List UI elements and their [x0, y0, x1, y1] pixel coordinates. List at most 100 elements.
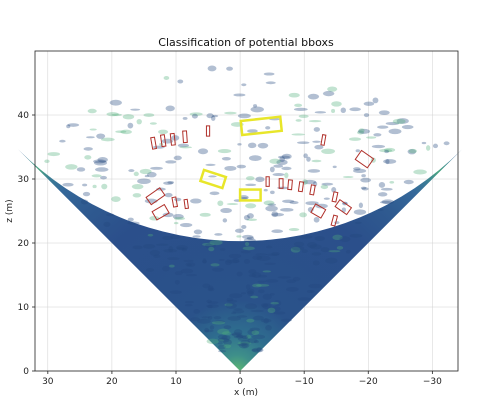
heatmap-speckle — [381, 199, 395, 205]
heatmap-speckle — [233, 93, 246, 97]
heatmap-speckle — [246, 288, 255, 295]
heatmap-speckle — [237, 143, 242, 146]
heatmap-speckle — [163, 76, 170, 80]
heatmap-speckle — [247, 338, 258, 344]
heatmap-speckle — [106, 213, 115, 217]
rejected-box — [331, 191, 339, 203]
heatmap-speckle — [218, 349, 227, 353]
heatmap-speckle — [265, 205, 278, 212]
heatmap-speckle — [263, 200, 275, 206]
heatmap-speckle — [139, 168, 152, 175]
heatmap-speckle — [373, 133, 382, 137]
heatmap-speckle — [179, 146, 192, 149]
heatmap-speckle — [349, 107, 361, 112]
heatmap-speckle — [226, 203, 239, 206]
heatmap-speckle — [358, 202, 364, 209]
heatmap-speckle — [193, 229, 203, 235]
heatmap-speckle — [143, 244, 156, 249]
rejected-box — [309, 184, 316, 196]
heatmap-speckle — [355, 149, 361, 153]
heatmap-speckle — [377, 125, 389, 129]
heatmap-speckle — [173, 155, 182, 161]
heatmap-speckle — [331, 101, 342, 107]
heatmap-speckle — [380, 187, 393, 191]
heatmap-speckle — [59, 139, 66, 143]
heatmap-speckle — [223, 344, 232, 349]
heatmap-speckle — [296, 141, 310, 145]
heatmap-speckle — [249, 327, 260, 332]
heatmap-speckle — [231, 333, 242, 336]
heatmap-speckle — [306, 156, 311, 162]
heatmap-speckle — [271, 229, 284, 234]
heatmap-speckle — [217, 149, 232, 154]
heatmap-speckle — [241, 342, 248, 348]
heatmap-speckle — [87, 108, 97, 114]
heatmap-speckle — [245, 203, 257, 209]
heatmap-speckle — [165, 105, 175, 112]
heatmap-speckle — [133, 171, 139, 177]
heatmap-speckle — [62, 182, 74, 187]
heatmap-speckle — [263, 188, 268, 192]
sector-fill — [18, 149, 463, 371]
heatmap-speckle — [161, 138, 174, 144]
heatmap-speckle — [282, 199, 295, 203]
x-tick-label: 30 — [42, 377, 54, 387]
heatmap-speckle — [168, 246, 174, 253]
y-tick-label: 10 — [18, 303, 30, 313]
heatmap-speckle — [223, 325, 232, 330]
heatmap-speckle — [340, 107, 346, 114]
heatmap-speckle — [408, 148, 417, 154]
heatmap-speckle — [236, 315, 248, 318]
heatmap-speckle — [312, 260, 320, 266]
heatmap-speckle — [153, 254, 161, 259]
heatmap-speckle — [234, 228, 244, 233]
selected-box — [239, 115, 284, 137]
heatmap-speckle — [299, 235, 313, 239]
sector-heatmap — [18, 65, 463, 371]
y-axis-ticks: 0 10 20 30 40 — [18, 111, 35, 377]
heatmap-speckle — [251, 334, 266, 340]
heatmap-speckle — [253, 315, 264, 321]
heatmap-speckle — [93, 160, 108, 166]
heatmap-speckle — [276, 159, 288, 166]
heatmap-speckle — [127, 122, 134, 129]
heatmap-speckle — [265, 245, 273, 249]
heatmap-speckle — [122, 114, 135, 120]
rejected-box — [169, 132, 176, 146]
heatmap-speckle — [132, 193, 142, 198]
heatmap-speckle — [169, 290, 182, 295]
heatmap-speckle — [85, 136, 95, 139]
heatmap-speckle — [298, 114, 309, 118]
heatmap-speckle — [221, 335, 231, 341]
heatmap-speckle — [247, 290, 254, 297]
heatmap-speckle — [311, 159, 322, 163]
y-axis-label: z (m) — [5, 199, 15, 222]
heatmap-speckle — [207, 301, 219, 304]
heatmap-speckle — [246, 218, 258, 221]
heatmap-speckle — [372, 97, 379, 104]
heatmap-speckle — [272, 173, 285, 177]
y-tick-label: 40 — [18, 111, 30, 121]
heatmap-speckle — [255, 253, 267, 256]
heatmap-speckle — [308, 120, 322, 123]
heatmap-speckle — [193, 309, 201, 314]
heatmap-speckle — [407, 149, 417, 155]
heatmap-speckle — [379, 200, 393, 204]
heatmap-speckle — [358, 128, 365, 133]
heatmap-speckle — [244, 303, 258, 310]
heatmap-speckle — [224, 303, 233, 307]
heatmap-speckle — [174, 280, 180, 285]
heatmap-speckle — [308, 283, 323, 289]
heatmap-speckle — [127, 217, 134, 222]
heatmap-speckle — [220, 208, 232, 214]
heatmap-speckle — [307, 242, 317, 248]
rejected-box — [278, 178, 284, 189]
heatmap-speckle — [205, 243, 216, 249]
heatmap-speckle — [327, 86, 338, 92]
heatmap-speckle — [231, 312, 237, 315]
rejected-box — [145, 187, 166, 206]
heatmap-speckle — [208, 246, 215, 252]
rejected-boxes — [145, 125, 375, 227]
heatmap-speckle — [256, 347, 263, 352]
heatmap-speckle — [379, 148, 393, 153]
